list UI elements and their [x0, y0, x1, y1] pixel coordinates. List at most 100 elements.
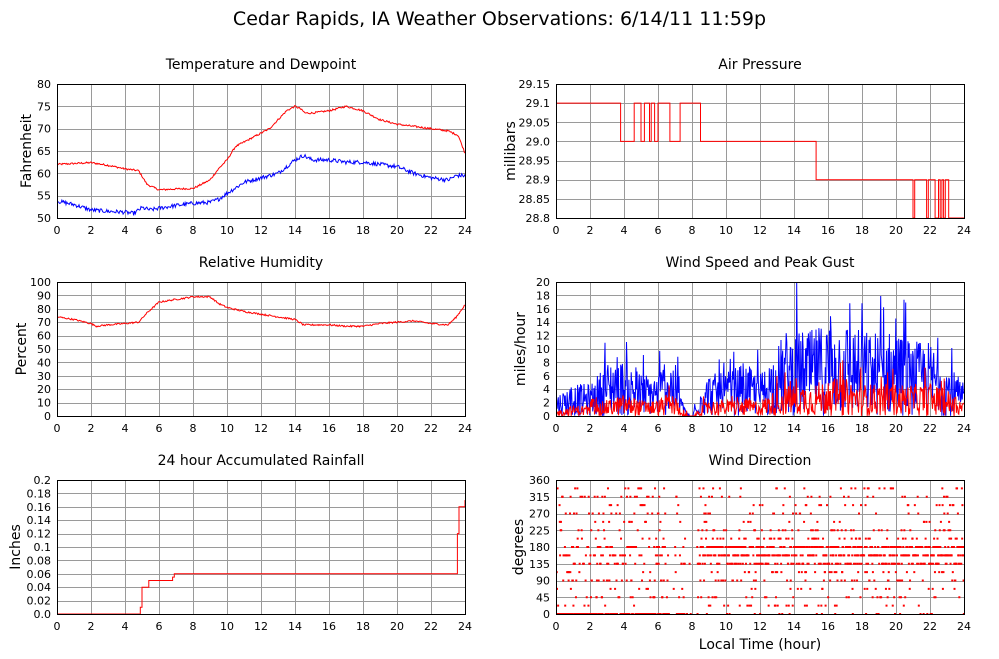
direction-point: [736, 579, 739, 582]
direction-point: [831, 529, 834, 532]
direction-point: [591, 512, 594, 515]
direction-point: [605, 613, 608, 614]
direction-point: [705, 613, 708, 614]
direction-point: [776, 571, 779, 574]
direction-point: [858, 512, 861, 515]
direction-point: [666, 613, 669, 614]
x-tick-label: 4: [621, 224, 628, 237]
x-tick-label: 2: [587, 620, 594, 633]
direction-point: [763, 579, 766, 582]
x-tick-label: 8: [689, 224, 696, 237]
direction-point: [610, 504, 613, 507]
x-axis-label: Local Time (hour): [699, 637, 821, 653]
direction-point: [710, 571, 713, 574]
direction-point: [730, 537, 733, 540]
direction-point: [716, 562, 719, 565]
x-tick-label: 22: [424, 224, 438, 237]
direction-point: [724, 554, 727, 557]
direction-point: [941, 504, 944, 507]
direction-point: [809, 587, 812, 590]
direction-point: [878, 554, 881, 557]
direction-point: [800, 587, 803, 590]
direction-point: [766, 546, 769, 548]
direction-point: [676, 512, 679, 515]
direction-point: [962, 579, 964, 582]
direction-point: [809, 554, 812, 557]
direction-point: [928, 546, 931, 548]
direction-point: [871, 562, 874, 565]
direction-point: [931, 554, 934, 557]
direction-point: [754, 579, 757, 582]
direction-point: [583, 604, 586, 607]
direction-point: [788, 495, 791, 498]
direction-point: [713, 529, 716, 532]
direction-point: [836, 529, 839, 532]
direction-point: [950, 554, 953, 557]
direction-point: [888, 562, 891, 565]
direction-point: [648, 537, 651, 540]
direction-point: [587, 604, 590, 607]
direction-point: [855, 537, 858, 540]
direction-point: [807, 554, 810, 557]
direction-point: [584, 579, 587, 582]
direction-point: [781, 529, 784, 532]
direction-point: [592, 554, 595, 557]
direction-point: [681, 613, 684, 614]
direction-point: [651, 512, 654, 515]
x-tick-label: 14: [787, 422, 801, 435]
direction-point: [660, 554, 663, 557]
direction-point: [780, 546, 783, 548]
direction-point: [921, 546, 924, 548]
direction-point: [651, 613, 654, 614]
direction-point: [811, 537, 814, 540]
direction-point: [946, 512, 949, 515]
direction-point: [680, 562, 683, 565]
direction-point: [913, 504, 916, 507]
direction-point: [835, 562, 838, 565]
direction-point: [824, 604, 827, 607]
direction-point: [865, 571, 868, 574]
x-tick-label: 10: [220, 224, 234, 237]
direction-point: [780, 571, 783, 574]
direction-point: [874, 546, 877, 548]
direction-point: [808, 546, 811, 548]
y-axis-label: degrees: [511, 519, 527, 575]
y-tick-label: 80: [37, 303, 51, 316]
direction-point: [898, 596, 901, 599]
direction-point: [768, 537, 771, 540]
direction-point: [658, 529, 661, 532]
direction-point: [795, 562, 798, 565]
y-tick-label: 50: [37, 343, 51, 356]
direction-point: [606, 546, 609, 548]
direction-point: [594, 520, 597, 523]
direction-point: [677, 504, 680, 507]
direction-point: [657, 613, 660, 614]
direction-point: [805, 604, 808, 607]
direction-point: [842, 546, 845, 548]
direction-point: [771, 571, 774, 574]
direction-point: [630, 579, 633, 582]
direction-point: [628, 613, 631, 614]
direction-point: [882, 546, 885, 548]
direction-point: [674, 554, 677, 557]
direction-point: [821, 546, 824, 548]
direction-point: [834, 613, 837, 614]
chart-title: Wind Direction: [709, 453, 812, 469]
direction-point: [792, 546, 795, 548]
y-tick-label: 0: [543, 608, 550, 621]
direction-point: [791, 604, 794, 607]
direction-point: [848, 554, 851, 557]
direction-point: [884, 562, 887, 565]
direction-point: [600, 554, 603, 557]
direction-point: [867, 487, 870, 490]
direction-point: [883, 554, 886, 557]
direction-point: [905, 554, 908, 557]
direction-point: [831, 562, 834, 565]
direction-point: [927, 587, 930, 590]
direction-point: [635, 495, 638, 498]
chart-panel-wind: 0 2 4 6 8 10 12 14 16 18 20 22 2402468101214161820Wi…: [513, 255, 971, 435]
direction-point: [733, 562, 736, 565]
direction-point: [601, 596, 604, 599]
direction-point: [823, 554, 826, 557]
y-tick-label: 50: [37, 212, 51, 225]
